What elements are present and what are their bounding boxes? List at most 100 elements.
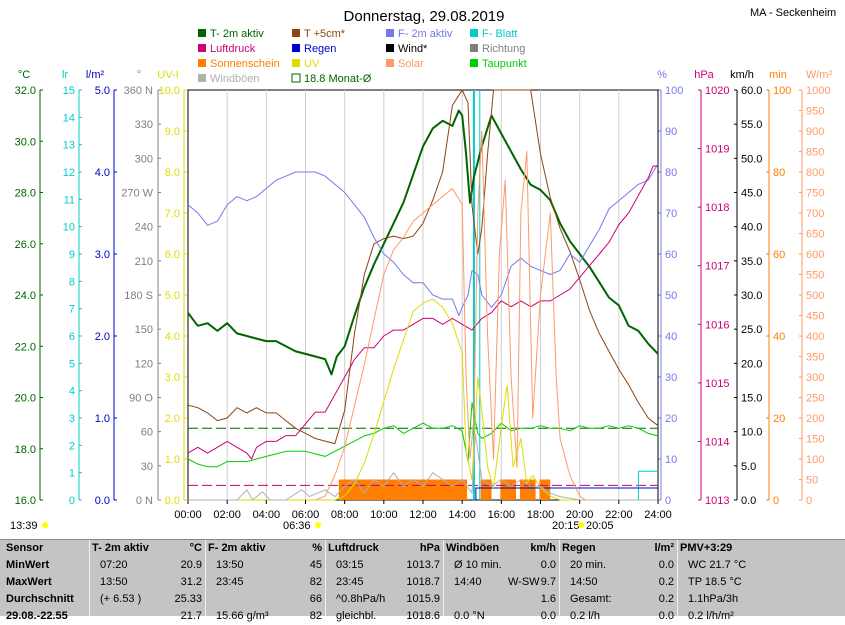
tick-label-left: 13 <box>63 140 75 152</box>
sunshine-bar <box>422 479 428 500</box>
tick-label-left: 6.0 <box>165 249 180 261</box>
series-line-5 <box>188 130 658 501</box>
table-row: ^0.8hPa/h 1015.9 <box>328 591 444 608</box>
tick-label-left: 4 <box>69 386 75 398</box>
tick-label-right: 60 <box>773 249 785 261</box>
axes: 32.030.028.026.024.022.020.018.016.01514… <box>15 85 831 507</box>
table-cell-value: 82 <box>309 610 322 622</box>
legend-swatch <box>292 29 300 37</box>
tick-label-right: 300 <box>806 372 824 384</box>
tick-label-right: 80 <box>665 167 677 179</box>
table-row: 29.08.-22.55 <box>6 608 92 625</box>
table-row: 66 <box>208 591 326 608</box>
leaf-wetness-line <box>637 470 658 500</box>
sunshine-bar <box>446 479 453 500</box>
legend-label: F- 2m aktiv <box>398 28 453 40</box>
table-row: Durchschnitt <box>6 591 92 608</box>
tick-label-left: 9 <box>69 249 75 261</box>
table-separator <box>89 540 90 616</box>
table-column: F- 2m aktiv% 13:50 45 23:45 82 66 15.66 g/m³ 82 <box>208 540 326 622</box>
table-separator <box>443 540 444 616</box>
legend-swatch <box>470 59 478 67</box>
table-header-label: Windböen <box>446 542 500 554</box>
tick-label-left: 60 <box>141 427 153 439</box>
axis-unit-left: °C <box>18 69 30 81</box>
tick-label-right: 0 <box>773 495 779 507</box>
legend-label: Taupunkt <box>482 58 527 70</box>
table-cell-value: 21.7 <box>180 610 202 622</box>
tick-label-right: 25.0 <box>741 324 762 336</box>
table-row: 03:15 1013.7 <box>328 557 444 574</box>
sunshine-bar <box>368 479 375 500</box>
sunshine-bar <box>519 479 526 500</box>
table-cell-value: 66 <box>309 593 322 605</box>
tick-label-left: 180 S <box>124 290 153 302</box>
tick-label-left: 15 <box>63 85 75 97</box>
sunset-label: 20:15 <box>552 520 580 532</box>
sunshine-bar <box>373 479 379 500</box>
tick-label-right: 650 <box>806 229 824 241</box>
table-header-label: F- 2m aktiv <box>208 542 266 554</box>
sunshine-bar <box>382 479 389 500</box>
table-cell-label: MaxWert <box>6 576 52 588</box>
legend-swatch <box>198 29 206 37</box>
table-cell-value: 0.2 <box>658 576 674 588</box>
tick-label-left: 0 N <box>136 495 153 507</box>
axis-unit-left: ° <box>137 69 141 81</box>
sunshine-bar <box>402 479 409 500</box>
axis-unit-left: lr <box>62 69 68 81</box>
series-line-7 <box>188 433 658 501</box>
table-cell-value: 9.7 <box>540 576 556 588</box>
tick-label-left: 360 N <box>124 85 153 97</box>
tick-label-left: 2.0 <box>95 331 110 343</box>
table-cell-label: 14:50 <box>570 576 598 588</box>
table-cell-value: 1018.7 <box>406 576 440 588</box>
tick-label-right: 10 <box>665 454 677 466</box>
tick-label-right: 60.0 <box>741 85 762 97</box>
tick-label-right: 0 <box>806 495 812 507</box>
table-row: 1.1hPa/3h <box>680 591 800 608</box>
sunshine-bar <box>436 479 443 500</box>
legend-swatch <box>198 74 206 82</box>
sunshine-bar <box>426 479 433 500</box>
table-header-unit: hPa <box>419 542 440 554</box>
sunshine-bar <box>412 479 419 500</box>
table-row: 0.2 l/h 0.0 <box>562 608 678 625</box>
series-line-2 <box>187 163 659 316</box>
table-column: Regen l/m² 20 min. 0.0 14:50 0.2 Gesamt: 0.2 0.2… <box>562 540 678 622</box>
table-cell-value: 0.2 <box>658 593 674 605</box>
table-cell-label: 0.2 l/h <box>570 610 600 622</box>
tick-label-right: 0.0 <box>741 495 756 507</box>
tick-label-left: 16.0 <box>15 495 36 507</box>
table-cell-value: 82 <box>309 576 322 588</box>
sunshine-bar <box>397 479 404 500</box>
table-header-unit: km/h <box>530 542 556 554</box>
statistics-table: Sensor MinWert MaxWert Durchschnitt 29.08.-2… <box>0 539 845 622</box>
x-tick-label: 16:00 <box>488 509 516 521</box>
rain-line <box>475 487 658 500</box>
table-cell-value: 45 <box>309 559 322 571</box>
legend-swatch <box>198 59 206 67</box>
table-row: 07:20 20.9 <box>92 557 206 574</box>
table-cell-label: 20 min. <box>570 559 607 571</box>
tick-label-right: 0 <box>665 495 671 507</box>
chart-title: Donnerstag, 29.08.2019 <box>344 8 505 25</box>
table-header: Windböen km/h <box>446 540 560 557</box>
table-row: Ø 10 min. 0.0 <box>446 557 560 574</box>
tick-label-left: 5 <box>69 358 75 370</box>
table-cell-label: 0.0 °N <box>454 610 485 622</box>
table-row: WC 21.7 °C <box>680 557 800 574</box>
table-cell-label: TP 18.5 °C <box>688 576 742 588</box>
x-tick-label: 12:00 <box>409 509 437 521</box>
tick-label-right: 1019 <box>705 144 729 156</box>
tick-label-left: 30 <box>141 461 153 473</box>
tick-label-left: 3.0 <box>95 249 110 261</box>
table-header: T- 2m aktiv °C <box>92 540 206 557</box>
sun-icon <box>42 522 48 528</box>
tick-label-left: 2 <box>69 440 75 452</box>
x-tick-label: 06:00 <box>292 509 320 521</box>
axis-unit-right: km/h <box>730 69 754 81</box>
legend-swatch <box>292 59 300 67</box>
station-name: MA - Seckenheim <box>750 7 836 19</box>
table-column: PMV+3:29 WC 21.7 °C TP 18.5 °C 1.1hPa/3h 0.2… <box>680 540 800 622</box>
